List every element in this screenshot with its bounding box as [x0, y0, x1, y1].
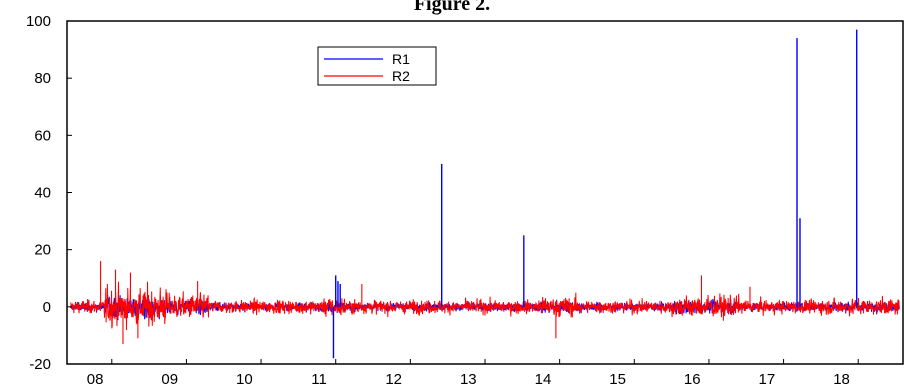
x-tick-label: 12	[385, 371, 402, 388]
x-tick-label: 11	[311, 371, 327, 388]
series-r2-line	[70, 281, 900, 331]
y-tick-label: -20	[29, 356, 51, 373]
x-tick-label: 10	[236, 371, 253, 388]
x-tick-label: 13	[460, 371, 477, 388]
y-axis: -20 0 20 40 60 80 100	[26, 13, 72, 373]
x-tick-label: 14	[535, 371, 552, 388]
legend-r1-label: R1	[392, 51, 410, 67]
legend-r2-label: R2	[392, 68, 410, 84]
legend-box	[317, 46, 437, 86]
y-tick-label: 20	[34, 242, 51, 259]
x-tick-label: 17	[759, 371, 776, 388]
y-tick-label: 100	[26, 13, 51, 30]
x-tick-label: 18	[833, 371, 850, 388]
x-axis: 08 09 10 11 12 13 14 15 16 17 18	[87, 359, 859, 388]
y-tick-label: 0	[43, 299, 51, 316]
series-layer	[70, 29, 900, 359]
x-tick-label: 08	[87, 371, 104, 388]
x-tick-label: 16	[684, 371, 701, 388]
x-tick-label: 15	[609, 371, 626, 388]
y-tick-label: 60	[34, 127, 51, 144]
chart-title: Figure 2.	[414, 0, 490, 15]
legend: R1 R2	[317, 46, 437, 86]
x-tick-label: 09	[161, 371, 178, 388]
y-tick-label: 80	[34, 70, 51, 87]
y-tick-label: 40	[34, 185, 51, 202]
